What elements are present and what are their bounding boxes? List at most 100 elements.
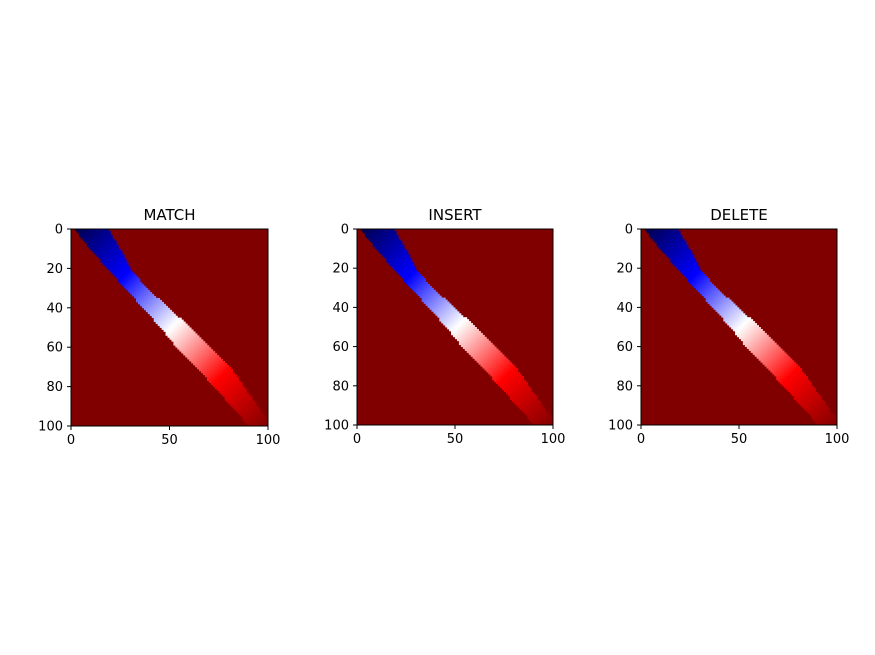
- heatmap-cell: [456, 332, 460, 336]
- heatmap-cell: [139, 286, 143, 289]
- heatmap-cell: [214, 372, 218, 376]
- heatmap-cell: [468, 340, 472, 344]
- heatmap-cell: [390, 246, 393, 249]
- heatmap-cell: [511, 368, 515, 371]
- heatmap-cell: [98, 232, 101, 236]
- heatmap-cell: [445, 309, 448, 312]
- heatmap-cell: [173, 321, 176, 324]
- heatmap-cell: [762, 338, 765, 342]
- heatmap-cell: [437, 307, 440, 310]
- heatmap-cell: [770, 348, 773, 351]
- heatmap-cell: [529, 395, 532, 398]
- heatmap-cell: [809, 395, 812, 398]
- heatmap-cell: [468, 325, 472, 328]
- heatmap-cell: [795, 379, 799, 383]
- heatmap-cell: [199, 366, 202, 370]
- heatmap-cell: [222, 364, 226, 368]
- heatmap-cell: [128, 276, 131, 279]
- heatmap-cell: [797, 393, 801, 396]
- heatmap-cell: [449, 325, 452, 328]
- heatmap-cell: [258, 412, 261, 415]
- heatmap-cell: [703, 278, 707, 281]
- heatmap-cell: [187, 325, 190, 328]
- heatmap-cell: [163, 317, 166, 321]
- heatmap-cell: [456, 336, 460, 340]
- heatmap-cell: [797, 368, 801, 371]
- heatmap-cell: [167, 309, 170, 313]
- heatmap-cell: [774, 374, 777, 377]
- heatmap-cell: [721, 315, 724, 318]
- heatmap-cell: [114, 274, 117, 277]
- x-tick-label: 50: [731, 432, 748, 447]
- heatmap-cell: [112, 244, 115, 248]
- heatmap-cell: [705, 289, 709, 293]
- heatmap-cell: [206, 374, 210, 378]
- heatmap-cell: [106, 254, 109, 257]
- heatmap-cell: [197, 353, 200, 356]
- heatmap-cell: [112, 262, 115, 265]
- heatmap-cell: [187, 357, 190, 360]
- heatmap-cell: [409, 274, 413, 277]
- heatmap-cell: [772, 344, 775, 347]
- heatmap-cell: [490, 356, 493, 359]
- heatmap-cell: [197, 364, 200, 368]
- heatmap-cell: [545, 417, 548, 420]
- heatmap-cell: [778, 360, 781, 363]
- heatmap-cell: [234, 408, 237, 411]
- heatmap-cell: [202, 355, 206, 358]
- heatmap-cell: [167, 325, 170, 328]
- heatmap-cell: [676, 230, 679, 234]
- heatmap-cell: [486, 350, 489, 353]
- heatmap-cell: [784, 370, 787, 373]
- heatmap-cell: [220, 366, 224, 370]
- heatmap-cell: [788, 374, 791, 377]
- heatmap-cell: [705, 293, 709, 297]
- heatmap-cell: [658, 230, 661, 234]
- heatmap-cell: [456, 327, 460, 330]
- heatmap-cell: [173, 341, 176, 344]
- heatmap-cell: [392, 246, 395, 249]
- heatmap-cell: [250, 396, 253, 399]
- heatmap-cell: [191, 329, 194, 332]
- heatmap-cell: [513, 374, 517, 377]
- heatmap-cell: [384, 246, 387, 249]
- heatmap-cell: [173, 319, 176, 322]
- heatmap-cell: [470, 336, 474, 340]
- heatmap-cell: [519, 377, 523, 381]
- heatmap-cell: [169, 327, 172, 330]
- heatmap-cell: [797, 372, 801, 375]
- heatmap-cell: [668, 250, 671, 253]
- heatmap-cell: [756, 344, 759, 347]
- heatmap-cell: [821, 417, 824, 420]
- heatmap-cell: [693, 260, 697, 263]
- heatmap-cell: [199, 345, 202, 348]
- heatmap-cell: [202, 364, 206, 368]
- heatmap-cell: [114, 252, 117, 256]
- heatmap-cell: [482, 364, 485, 367]
- heatmap-cell: [521, 383, 524, 387]
- heatmap-cell: [161, 301, 164, 305]
- heatmap-cell: [737, 327, 740, 330]
- heatmap-cell: [396, 234, 399, 238]
- heatmap-cell: [236, 406, 239, 409]
- heatmap-cell: [484, 366, 487, 369]
- heatmap-cell: [795, 370, 799, 373]
- heatmap-cell: [500, 383, 503, 387]
- heatmap-cell: [764, 360, 767, 363]
- heatmap-cell: [476, 352, 479, 355]
- heatmap-cell: [739, 327, 742, 330]
- heatmap-cell: [778, 377, 781, 381]
- heatmap-cell: [725, 319, 728, 322]
- heatmap-cell: [543, 407, 546, 410]
- heatmap-cell: [124, 284, 127, 287]
- heatmap-cell: [505, 381, 509, 385]
- heatmap-cell: [187, 337, 190, 340]
- heatmap-cell: [449, 319, 452, 322]
- heatmap-cell: [216, 372, 220, 376]
- heatmap-cell: [835, 421, 838, 424]
- heatmap-cell: [727, 299, 730, 302]
- heatmap-cell: [784, 381, 787, 385]
- heatmap-cell: [715, 289, 718, 293]
- heatmap-cell: [386, 258, 389, 261]
- heatmap-cell: [805, 385, 808, 389]
